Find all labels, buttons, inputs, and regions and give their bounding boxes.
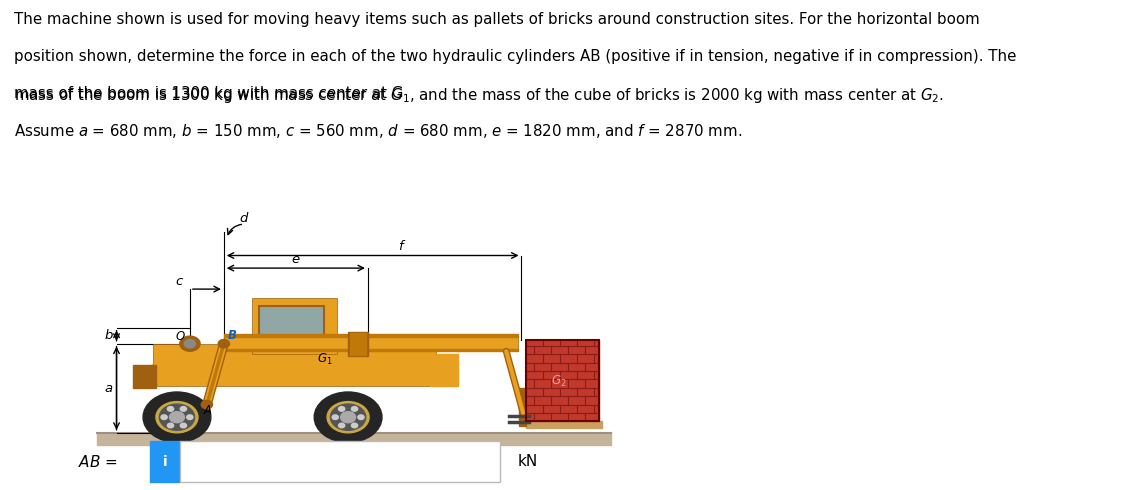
Bar (133, 365, 156, 388)
Bar (526, 340, 599, 421)
Text: c: c (176, 275, 183, 288)
Circle shape (185, 340, 195, 348)
Text: b: b (104, 329, 113, 342)
Text: The machine shown is used for moving heavy items such as pallets of bricks aroun: The machine shown is used for moving hea… (14, 12, 979, 27)
Circle shape (339, 423, 345, 428)
Circle shape (201, 400, 212, 409)
Bar (252, 297, 337, 354)
Polygon shape (136, 365, 153, 386)
Bar (430, 354, 459, 386)
Circle shape (187, 415, 193, 419)
Bar (259, 306, 324, 348)
Bar (526, 421, 602, 428)
Text: mass of the boom is 1300 kg with mass center at $G_1$, and the mass of the cube : mass of the boom is 1300 kg with mass ce… (14, 86, 944, 105)
Circle shape (351, 407, 357, 411)
Text: e: e (292, 253, 300, 266)
Text: i: i (163, 455, 168, 469)
Text: kN: kN (518, 454, 539, 469)
Circle shape (351, 423, 357, 428)
Bar (350, 333, 365, 355)
Circle shape (358, 415, 364, 419)
Text: f: f (398, 241, 403, 253)
Circle shape (218, 340, 229, 348)
Circle shape (327, 402, 369, 433)
Bar (153, 343, 436, 386)
Text: B: B (228, 329, 237, 342)
Circle shape (341, 412, 356, 423)
Text: $AB$ =: $AB$ = (78, 454, 118, 470)
Text: position shown, determine the force in each of the two hydraulic cylinders AB (p: position shown, determine the force in e… (14, 49, 1017, 64)
Circle shape (314, 392, 382, 442)
Text: $G_2$: $G_2$ (551, 374, 567, 389)
Circle shape (156, 402, 199, 433)
Bar (97, 433, 610, 444)
Text: a: a (104, 382, 112, 395)
Text: O: O (176, 330, 185, 343)
Text: Assume $a$ = 680 mm, $b$ = 150 mm, $c$ = 560 mm, $d$ = 680 mm, $e$ = 1820 mm, an: Assume $a$ = 680 mm, $b$ = 150 mm, $c$ =… (14, 122, 742, 141)
Circle shape (180, 407, 186, 411)
Bar (259, 306, 324, 348)
Circle shape (331, 404, 366, 430)
Circle shape (168, 407, 173, 411)
Text: d: d (240, 212, 248, 225)
Circle shape (180, 336, 200, 351)
Circle shape (332, 415, 339, 419)
Circle shape (170, 412, 185, 423)
Bar (180, 441, 500, 482)
Bar (149, 441, 180, 482)
Circle shape (168, 423, 173, 428)
Bar (526, 340, 599, 421)
Bar (224, 349, 518, 351)
Bar (519, 388, 526, 426)
Bar (224, 335, 518, 337)
Text: A: A (204, 404, 212, 417)
Circle shape (180, 423, 186, 428)
Bar (224, 335, 518, 351)
Text: mass of the boom is 1300 kg with mass center at G: mass of the boom is 1300 kg with mass ce… (14, 86, 403, 101)
Circle shape (160, 404, 195, 430)
Circle shape (339, 407, 345, 411)
Bar (348, 332, 367, 356)
Circle shape (143, 392, 211, 442)
Circle shape (161, 415, 168, 419)
Text: $G_1$: $G_1$ (317, 352, 333, 367)
